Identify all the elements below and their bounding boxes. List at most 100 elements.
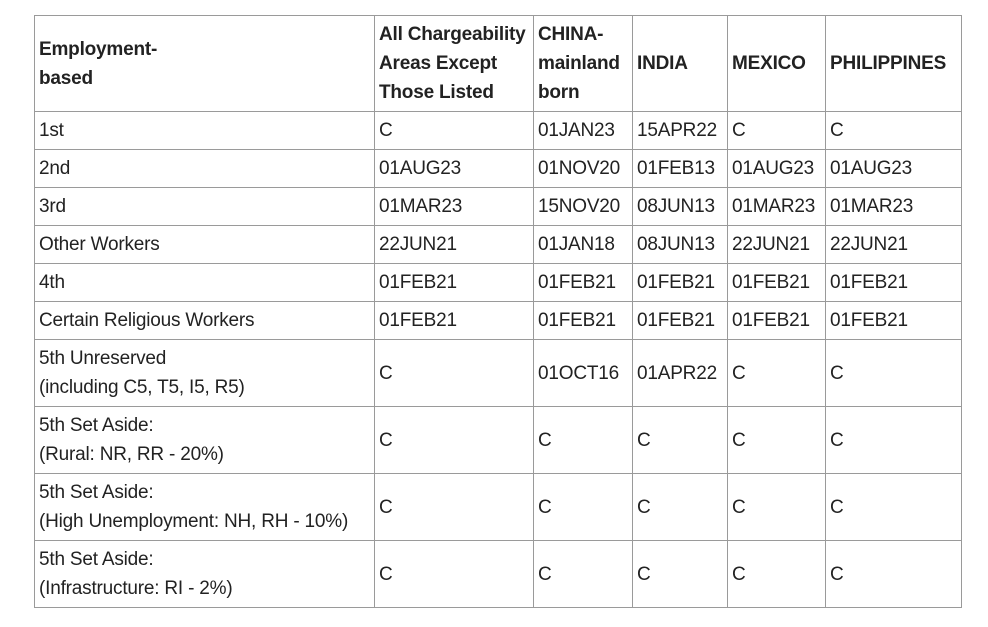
date-cell: 01FEB21 bbox=[632, 301, 728, 340]
date-cell: C bbox=[825, 473, 962, 541]
date-cell: 01FEB21 bbox=[825, 263, 962, 302]
category-cell: 1st bbox=[34, 111, 375, 150]
category-cell: 3rd bbox=[34, 187, 375, 226]
category-line: 1st bbox=[39, 120, 64, 141]
category-line: 5th Set Aside: bbox=[39, 482, 154, 503]
date-cell: C bbox=[632, 406, 728, 474]
header-employment-based: Employment- based bbox=[34, 15, 375, 112]
date-cell: 01APR22 bbox=[632, 339, 728, 407]
category-cell: 4th bbox=[34, 263, 375, 302]
date-cell: C bbox=[374, 473, 534, 541]
category-line: Certain Religious Workers bbox=[39, 310, 255, 331]
table-row: 3rd 01MAR23 15NOV20 08JUN13 01MAR23 01MA… bbox=[34, 187, 962, 226]
date-cell: 01FEB13 bbox=[632, 149, 728, 188]
table-row: 5th Set Aside: (High Unemployment: NH, R… bbox=[34, 473, 962, 541]
date-cell: C bbox=[374, 339, 534, 407]
category-line: (Infrastructure: RI - 2%) bbox=[39, 578, 233, 599]
header-line: Those Listed bbox=[379, 82, 494, 103]
category-cell: 5th Unreserved (including C5, T5, I5, R5… bbox=[34, 339, 375, 407]
date-cell: 01FEB21 bbox=[727, 263, 826, 302]
category-cell: 5th Set Aside: (Infrastructure: RI - 2%) bbox=[34, 540, 375, 608]
header-line: PHILIPPINES bbox=[830, 53, 947, 74]
date-cell: C bbox=[825, 406, 962, 474]
header-line: MEXICO bbox=[732, 53, 806, 74]
date-cell: C bbox=[727, 339, 826, 407]
date-cell: C bbox=[825, 111, 962, 150]
date-cell: 01FEB21 bbox=[632, 263, 728, 302]
date-cell: 01AUG23 bbox=[727, 149, 826, 188]
date-cell: 22JUN21 bbox=[374, 225, 534, 264]
table-row: 5th Unreserved (including C5, T5, I5, R5… bbox=[34, 339, 962, 407]
date-cell: 15APR22 bbox=[632, 111, 728, 150]
category-cell: 5th Set Aside: (Rural: NR, RR - 20%) bbox=[34, 406, 375, 474]
category-cell: 5th Set Aside: (High Unemployment: NH, R… bbox=[34, 473, 375, 541]
category-line: 2nd bbox=[39, 158, 71, 179]
date-cell: 01MAR23 bbox=[825, 187, 962, 226]
header-line: CHINA- bbox=[538, 24, 604, 45]
header-line: Areas Except bbox=[379, 53, 498, 74]
date-cell: 01FEB21 bbox=[374, 263, 534, 302]
table-row: Certain Religious Workers 01FEB21 01FEB2… bbox=[34, 301, 962, 340]
date-cell: 01AUG23 bbox=[374, 149, 534, 188]
date-cell: C bbox=[727, 540, 826, 608]
header-line: INDIA bbox=[637, 53, 688, 74]
date-cell: C bbox=[825, 339, 962, 407]
date-cell: C bbox=[374, 111, 534, 150]
table-row: 2nd 01AUG23 01NOV20 01FEB13 01AUG23 01AU… bbox=[34, 149, 962, 188]
date-cell: C bbox=[727, 111, 826, 150]
table-row: 1st C 01JAN23 15APR22 C C bbox=[34, 111, 962, 150]
date-cell: 01JAN18 bbox=[533, 225, 633, 264]
date-cell: 01AUG23 bbox=[825, 149, 962, 188]
date-cell: C bbox=[533, 540, 633, 608]
date-cell: 01FEB21 bbox=[374, 301, 534, 340]
date-cell: C bbox=[727, 473, 826, 541]
date-cell: 01FEB21 bbox=[533, 301, 633, 340]
date-cell: C bbox=[727, 406, 826, 474]
date-cell: 01NOV20 bbox=[533, 149, 633, 188]
date-cell: 01JAN23 bbox=[533, 111, 633, 150]
header-india: INDIA bbox=[632, 15, 728, 112]
category-cell: Certain Religious Workers bbox=[34, 301, 375, 340]
header-line: All Chargeability bbox=[379, 24, 526, 45]
table-row: 5th Set Aside: (Rural: NR, RR - 20%) C C… bbox=[34, 406, 962, 474]
category-cell: 2nd bbox=[34, 149, 375, 188]
category-line: Other Workers bbox=[39, 234, 160, 255]
category-line: 5th Set Aside: bbox=[39, 415, 154, 436]
date-cell: C bbox=[374, 540, 534, 608]
category-cell: Other Workers bbox=[34, 225, 375, 264]
category-line: (Rural: NR, RR - 20%) bbox=[39, 444, 224, 465]
date-cell: 22JUN21 bbox=[727, 225, 826, 264]
date-cell: C bbox=[632, 540, 728, 608]
date-cell: 08JUN13 bbox=[632, 187, 728, 226]
header-line: mainland bbox=[538, 53, 620, 74]
header-line: Employment- bbox=[39, 38, 158, 60]
date-cell: C bbox=[374, 406, 534, 474]
header-row: Employment- based All Chargeability Area… bbox=[34, 15, 962, 112]
category-line: 5th Set Aside: bbox=[39, 549, 154, 570]
header-line: born bbox=[538, 82, 580, 103]
final-action-dates-table: Employment- based All Chargeability Area… bbox=[34, 15, 962, 608]
table-row: 4th 01FEB21 01FEB21 01FEB21 01FEB21 01FE… bbox=[34, 263, 962, 302]
table-row: 5th Set Aside: (Infrastructure: RI - 2%)… bbox=[34, 540, 962, 608]
date-cell: 15NOV20 bbox=[533, 187, 633, 226]
header-philippines: PHILIPPINES bbox=[825, 15, 962, 112]
date-cell: 22JUN21 bbox=[825, 225, 962, 264]
date-cell: 01FEB21 bbox=[825, 301, 962, 340]
category-line: 5th Unreserved bbox=[39, 348, 167, 369]
date-cell: 08JUN13 bbox=[632, 225, 728, 264]
date-cell: 01FEB21 bbox=[533, 263, 633, 302]
category-line: 4th bbox=[39, 272, 65, 293]
header-china: CHINA- mainland born bbox=[533, 15, 633, 112]
category-line: 3rd bbox=[39, 196, 66, 217]
date-cell: C bbox=[533, 473, 633, 541]
category-line: (including C5, T5, I5, R5) bbox=[39, 377, 245, 398]
date-cell: C bbox=[533, 406, 633, 474]
date-cell: 01FEB21 bbox=[727, 301, 826, 340]
date-cell: C bbox=[825, 540, 962, 608]
date-cell: 01MAR23 bbox=[374, 187, 534, 226]
date-cell: 01MAR23 bbox=[727, 187, 826, 226]
header-mexico: MEXICO bbox=[727, 15, 826, 112]
header-all-chargeability: All Chargeability Areas Except Those Lis… bbox=[374, 15, 534, 112]
date-cell: 01OCT16 bbox=[533, 339, 633, 407]
date-cell: C bbox=[632, 473, 728, 541]
